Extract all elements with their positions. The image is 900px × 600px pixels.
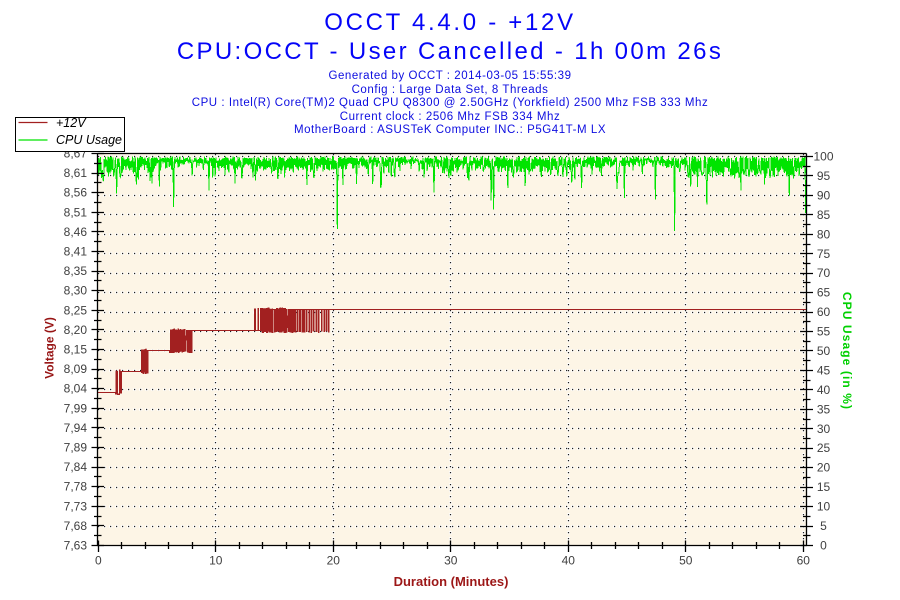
svg-text:45: 45 <box>817 364 831 378</box>
svg-text:8,15: 8,15 <box>64 343 88 357</box>
svg-text:60: 60 <box>817 305 831 319</box>
svg-text:8,51: 8,51 <box>64 205 88 219</box>
svg-text:8,41: 8,41 <box>64 245 88 259</box>
svg-text:0: 0 <box>95 554 102 568</box>
svg-text:CPU Usage (in %): CPU Usage (in %) <box>840 292 854 410</box>
svg-text:8,25: 8,25 <box>64 303 88 317</box>
svg-text:40: 40 <box>562 554 576 568</box>
svg-text:65: 65 <box>817 286 831 300</box>
svg-text:8,35: 8,35 <box>64 264 88 278</box>
svg-text:60: 60 <box>797 554 811 568</box>
svg-text:8,20: 8,20 <box>64 323 88 337</box>
svg-text:8,56: 8,56 <box>64 186 88 200</box>
svg-text:15: 15 <box>817 480 831 494</box>
svg-text:8,30: 8,30 <box>64 284 88 298</box>
svg-text:30: 30 <box>817 422 831 436</box>
svg-text:80: 80 <box>817 227 831 241</box>
svg-text:35: 35 <box>817 402 831 416</box>
svg-text:50: 50 <box>817 344 831 358</box>
svg-text:7,89: 7,89 <box>64 441 88 455</box>
svg-text:70: 70 <box>817 266 831 280</box>
svg-text:8,61: 8,61 <box>64 166 88 180</box>
svg-text:7,84: 7,84 <box>64 460 88 474</box>
svg-text:20: 20 <box>817 461 831 475</box>
svg-text:55: 55 <box>817 325 831 339</box>
svg-text:7,78: 7,78 <box>64 480 88 494</box>
svg-text:75: 75 <box>817 247 831 261</box>
svg-text:7,63: 7,63 <box>64 539 88 553</box>
svg-text:0: 0 <box>820 539 827 553</box>
svg-text:50: 50 <box>679 554 693 568</box>
svg-text:100: 100 <box>813 150 833 164</box>
svg-text:10: 10 <box>209 554 223 568</box>
svg-text:7,99: 7,99 <box>64 401 88 415</box>
svg-text:20: 20 <box>327 554 341 568</box>
svg-text:25: 25 <box>817 441 831 455</box>
svg-text:95: 95 <box>817 169 831 183</box>
svg-text:7,94: 7,94 <box>64 421 88 435</box>
svg-text:8,46: 8,46 <box>64 225 88 239</box>
svg-text:85: 85 <box>817 208 831 222</box>
svg-text:Duration (Minutes): Duration (Minutes) <box>394 574 509 589</box>
svg-text:8,09: 8,09 <box>64 362 88 376</box>
svg-text:10: 10 <box>817 500 831 514</box>
svg-text:40: 40 <box>817 383 831 397</box>
svg-text:5: 5 <box>820 519 827 533</box>
svg-text:7,73: 7,73 <box>64 499 88 513</box>
svg-text:Voltage (V): Voltage (V) <box>43 317 57 379</box>
svg-text:7,68: 7,68 <box>64 519 88 533</box>
svg-text:30: 30 <box>444 554 458 568</box>
svg-text:90: 90 <box>817 188 831 202</box>
svg-text:8,04: 8,04 <box>64 382 88 396</box>
